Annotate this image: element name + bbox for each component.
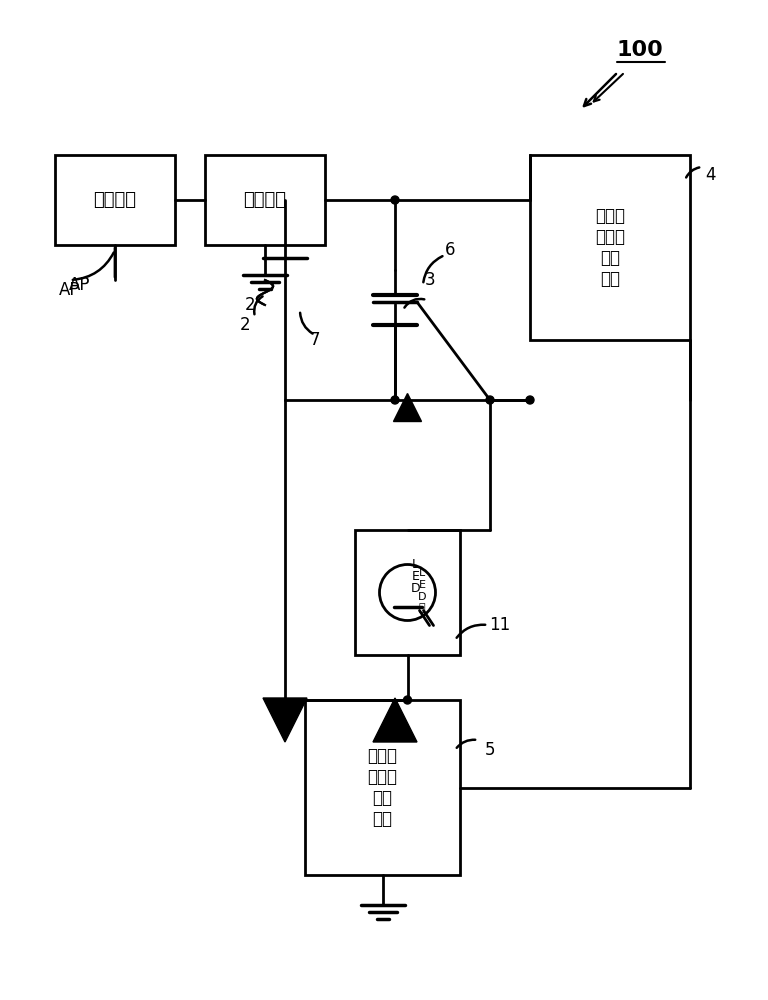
Circle shape [391,396,399,404]
Text: 电容器
放电用
恒流
电路: 电容器 放电用 恒流 电路 [595,207,625,288]
FancyArrowPatch shape [73,252,114,280]
Circle shape [486,396,494,404]
Text: 交流电源: 交流电源 [94,191,137,209]
Bar [55,155,175,245]
FancyArrowPatch shape [457,625,485,638]
Text: E: E [412,570,419,583]
FancyArrowPatch shape [457,740,475,748]
Text: D: D [419,591,427,601]
Circle shape [403,696,412,704]
Bar [305,700,460,875]
Text: 4: 4 [705,166,716,184]
FancyArrowPatch shape [423,256,442,282]
Bar [530,155,690,340]
Text: AP: AP [69,276,91,294]
Text: AP: AP [59,281,81,299]
Text: L: L [412,558,419,571]
Polygon shape [373,698,417,742]
Bar [355,530,460,655]
FancyArrowPatch shape [300,313,313,334]
FancyArrowPatch shape [686,167,699,177]
Polygon shape [393,393,422,422]
Text: E: E [419,580,426,589]
Text: 5: 5 [485,741,495,759]
Text: 7: 7 [310,331,320,349]
Text: 11: 11 [489,616,511,634]
Bar [205,155,325,245]
Text: 100: 100 [617,40,664,60]
Text: 2: 2 [240,316,250,334]
Circle shape [526,396,534,404]
Text: D: D [411,582,420,595]
Polygon shape [263,698,307,742]
Text: 电容器
充电用
恒流
电路: 电容器 充电用 恒流 电路 [368,747,398,828]
Text: L: L [419,568,425,578]
Text: 整流电路: 整流电路 [243,191,286,209]
Circle shape [391,196,399,204]
Text: 3: 3 [425,271,435,289]
Text: 2: 2 [245,296,255,314]
FancyArrowPatch shape [405,299,424,308]
FancyArrowPatch shape [254,296,263,314]
Text: 部: 部 [419,603,425,613]
Text: 6: 6 [445,241,455,259]
